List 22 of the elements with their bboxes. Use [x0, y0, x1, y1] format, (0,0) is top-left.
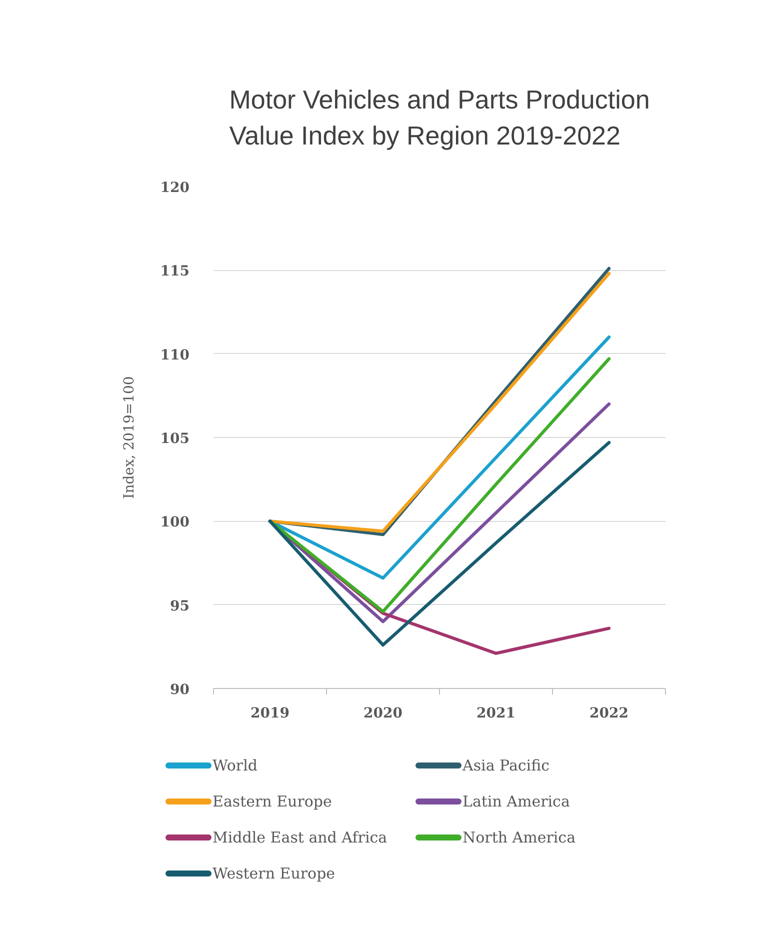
y-tick-label: 100: [160, 514, 190, 531]
x-tick-label: 2019: [250, 706, 290, 722]
line-series: [268, 440, 611, 647]
x-tick-label: 2022: [590, 706, 628, 722]
y-tick-label: 95: [170, 598, 190, 614]
y-axis-title: Index, 2019=100: [121, 376, 138, 499]
y-tick-label: 110: [160, 347, 190, 364]
y-tick-label: 90: [170, 682, 190, 698]
chart-title: Motor Vehicles and Parts Production Value Index by Region 2019-2022: [229, 84, 650, 150]
legend-label: Latin America: [462, 792, 570, 810]
legend-label: World: [212, 756, 258, 774]
line-series: [268, 357, 611, 614]
legend-label: Eastern Europe: [212, 792, 332, 810]
x-tick-label: 2021: [476, 706, 516, 722]
y-tick-label: 115: [160, 264, 190, 280]
legend-label: Middle East and Africa: [212, 828, 388, 846]
legend-label: North America: [462, 828, 576, 846]
legend-label: Western Europe: [212, 864, 336, 882]
legend-label: Asia Pacific: [462, 756, 550, 774]
y-tick-label: 105: [160, 431, 190, 447]
y-tick-label: 120: [160, 180, 190, 196]
x-tick-label: 2020: [364, 706, 403, 722]
